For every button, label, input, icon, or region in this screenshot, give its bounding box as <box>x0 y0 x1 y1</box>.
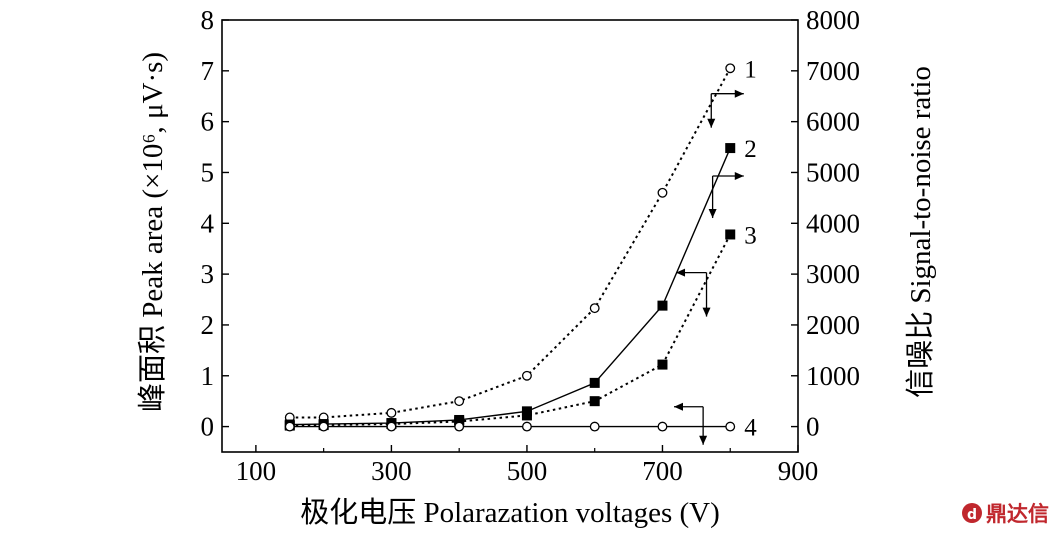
series-3-line <box>289 234 732 427</box>
right-y-tick-label: 7000 <box>806 56 860 86</box>
left-y-tick-label: 1 <box>201 361 215 391</box>
series-3-point <box>454 416 465 427</box>
left-y-tick-label: 8 <box>201 5 215 35</box>
series-4-point <box>725 421 736 432</box>
series-markers <box>284 63 736 432</box>
series-2-point <box>589 377 600 388</box>
series-lines <box>289 67 732 428</box>
right-y-axis-label: 信噪比 Signal-to-noise ratio <box>904 66 937 398</box>
x-tick-label: 900 <box>778 456 819 486</box>
series-4-label: 4 <box>744 415 757 442</box>
series-3-point <box>657 359 668 370</box>
x-axis-label: 极化电压 Polarazation voltages (V) <box>300 496 720 529</box>
left-y-tick-label: 7 <box>201 56 215 86</box>
series-1-point <box>386 407 397 418</box>
arrow-head <box>734 89 744 98</box>
arrow-head <box>702 307 711 317</box>
series-3-point <box>521 410 532 421</box>
left-y-tick-label: 3 <box>201 259 215 289</box>
left-y-tick-label: 4 <box>201 208 215 238</box>
series-labels: 1 2 3 4 <box>744 56 757 441</box>
series-3-label: 3 <box>744 222 757 249</box>
left-y-axis-ticks: 0 1 2 3 4 5 6 7 8 <box>201 5 229 442</box>
left-y-tick-label: 0 <box>201 412 215 442</box>
series-4-point <box>386 421 397 432</box>
watermark-text: 鼎达信 <box>986 502 1049 526</box>
right-y-tick-label: 8000 <box>806 5 860 35</box>
series-3-point <box>725 229 736 240</box>
right-y-tick-label: 2000 <box>806 310 860 340</box>
left-y-tick-label: 6 <box>201 107 215 137</box>
watermark-logo: d 鼎达信 <box>962 502 1049 526</box>
series-1-point <box>725 63 736 74</box>
series-2-label: 2 <box>744 136 757 163</box>
arrow-head <box>673 402 683 411</box>
arrow-head <box>676 268 686 277</box>
series-4-point <box>521 421 532 432</box>
series-1-point <box>454 396 465 407</box>
x-tick-label: 500 <box>507 456 548 486</box>
series-3-point <box>589 396 600 407</box>
right-y-tick-label: 1000 <box>806 361 860 391</box>
arrow-head <box>708 209 717 219</box>
arrow-head <box>707 118 716 128</box>
left-y-tick-label: 2 <box>201 310 215 340</box>
right-y-tick-label: 0 <box>806 412 820 442</box>
plot-border <box>221 19 799 453</box>
right-y-tick-label: 5000 <box>806 157 860 187</box>
arrow-head <box>699 435 708 445</box>
series-4-point <box>284 421 295 432</box>
series-1-point <box>589 303 600 314</box>
series-2-point <box>725 143 736 154</box>
series-4-point <box>454 421 465 432</box>
series-1-point <box>657 187 668 198</box>
x-tick-label: 300 <box>371 456 412 486</box>
left-y-axis-label: 峰面积 Peak area (×10⁶, μV·s) <box>136 52 169 412</box>
watermark-icon <box>962 503 982 523</box>
series-1-point <box>521 370 532 381</box>
arrow-head <box>734 172 744 181</box>
watermark-icon-glyph: d <box>967 507 977 523</box>
x-axis-ticks: 100 300 500 700 900 <box>236 445 819 486</box>
right-y-axis-ticks: 0 1000 2000 3000 4000 5000 6000 7000 8000 <box>791 5 860 442</box>
series-1-label: 1 <box>744 56 757 83</box>
x-tick-label: 700 <box>642 456 683 486</box>
series-2-line <box>289 147 731 426</box>
right-y-tick-label: 6000 <box>806 107 860 137</box>
series-2-point <box>657 300 668 311</box>
series-4-point <box>589 421 600 432</box>
x-tick-label: 100 <box>236 456 277 486</box>
series-4-point <box>657 421 668 432</box>
axis-indicator-arrows <box>673 89 744 445</box>
series-1-line <box>289 67 732 419</box>
series-4-point <box>318 421 329 432</box>
axes-frame <box>221 19 799 453</box>
left-y-tick-label: 5 <box>201 157 215 187</box>
right-y-tick-label: 3000 <box>806 259 860 289</box>
right-y-tick-label: 4000 <box>806 208 860 238</box>
